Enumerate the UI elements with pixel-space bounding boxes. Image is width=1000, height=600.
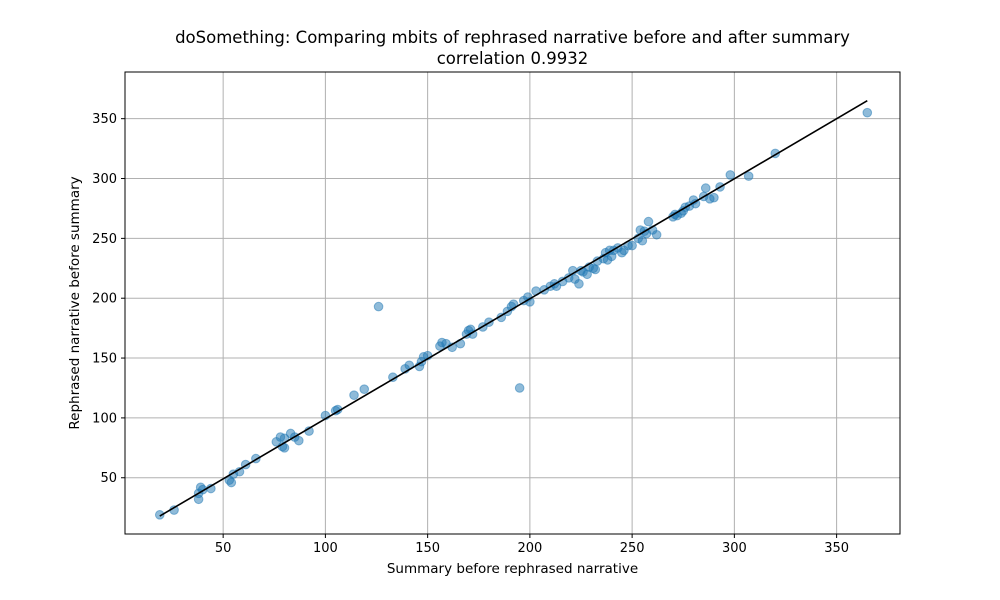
data-point: [743, 171, 754, 181]
data-points: [154, 107, 873, 520]
data-point: [373, 301, 384, 312]
data-point: [700, 183, 711, 193]
x-tick-label: 200: [517, 541, 542, 556]
fit-line-group: [159, 100, 868, 517]
data-point: [359, 384, 370, 394]
data-point: [709, 192, 719, 203]
data-point: [862, 107, 873, 118]
data-point: [226, 477, 237, 488]
x-tick-label: 300: [722, 541, 747, 556]
x-tick-label: 350: [824, 541, 849, 556]
data-point: [193, 494, 204, 505]
x-tick-label: 50: [215, 541, 232, 556]
x-tick-label: 150: [415, 541, 440, 556]
data-point: [574, 279, 584, 289]
x-axis-label: Summary before rephrased narrative: [386, 561, 639, 577]
data-point: [725, 170, 736, 180]
data-point: [349, 390, 359, 400]
y-tick-label: 100: [92, 411, 117, 426]
y-tick-label: 200: [92, 292, 117, 307]
data-point: [627, 240, 637, 251]
y-axis-label: Rephrased narrative before summary: [67, 176, 83, 430]
data-point: [154, 510, 165, 520]
data-point: [651, 229, 662, 240]
fit-line: [159, 100, 868, 517]
plot-frame: [124, 71, 901, 535]
y-tick-label: 350: [92, 112, 117, 127]
axis-ticks: 50 100 150 200 250 300 350 50 100 150 200 250 300 350: [92, 112, 849, 556]
grid: [125, 72, 900, 534]
data-point: [590, 264, 601, 275]
x-tick-label: 100: [313, 541, 338, 556]
data-point: [294, 435, 304, 446]
y-tick-label: 300: [92, 172, 117, 187]
x-tick-label: 250: [620, 541, 645, 556]
y-tick-label: 50: [100, 471, 117, 486]
data-point: [514, 383, 525, 393]
y-tick-label: 150: [92, 352, 117, 367]
data-point: [643, 216, 654, 227]
chart-subtitle: correlation 0.9932: [436, 49, 589, 68]
y-tick-label: 250: [92, 232, 117, 247]
data-point: [637, 235, 648, 246]
chart-title: doSomething: Comparing mbits of rephrase…: [175, 28, 850, 47]
